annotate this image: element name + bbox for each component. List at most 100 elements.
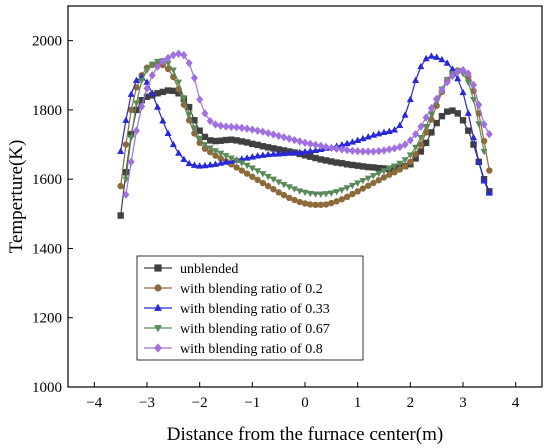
data-point <box>269 176 277 184</box>
legend-label: with blending ratio of 0.67 <box>180 322 330 337</box>
data-point <box>117 147 125 155</box>
data-point <box>243 170 251 177</box>
data-point <box>296 137 304 146</box>
series-2 <box>117 60 493 209</box>
data-point <box>317 201 324 209</box>
data-point <box>190 125 198 132</box>
data-point <box>438 85 446 94</box>
axis-layer: −4 −3 −2 −1 0 1 2 3 4 1000 1200 1400 1600 1800 2000 <box>32 34 520 411</box>
data-point <box>290 186 298 193</box>
data-point <box>354 146 362 156</box>
data-point <box>391 169 398 176</box>
data-point <box>217 137 224 144</box>
data-point <box>143 84 151 93</box>
data-point <box>207 137 214 144</box>
data-point <box>164 65 172 73</box>
data-point <box>322 142 330 152</box>
series-layer <box>117 49 493 219</box>
data-point <box>133 106 140 114</box>
data-point <box>433 119 440 127</box>
data-point <box>317 156 324 163</box>
y-tick-label: 1200 <box>32 311 62 327</box>
data-point <box>264 182 272 190</box>
data-point <box>385 165 393 173</box>
data-point <box>254 152 262 159</box>
data-point <box>264 144 272 151</box>
data-point <box>475 121 483 128</box>
data-point <box>422 54 430 62</box>
data-point <box>322 191 330 198</box>
data-point <box>291 196 298 204</box>
data-point <box>185 111 193 118</box>
x-tick-label: −4 <box>86 395 102 411</box>
data-point <box>228 136 235 143</box>
data-point <box>238 160 246 167</box>
data-point <box>201 141 209 149</box>
data-point <box>269 150 277 157</box>
legend-marker <box>154 264 162 272</box>
data-point <box>280 149 288 157</box>
data-point <box>333 198 340 205</box>
data-point <box>301 200 309 207</box>
data-point <box>307 153 314 160</box>
data-point <box>196 139 203 147</box>
data-point <box>412 155 419 162</box>
data-point <box>285 149 293 156</box>
data-point <box>217 155 224 162</box>
data-point <box>306 190 314 198</box>
data-point <box>270 186 277 193</box>
data-point <box>243 124 251 133</box>
data-point <box>454 110 461 117</box>
data-point <box>254 141 261 149</box>
data-point <box>348 182 356 190</box>
data-point <box>365 163 372 171</box>
data-point <box>201 145 209 152</box>
y-tick-label: 1600 <box>32 172 62 188</box>
data-point <box>269 130 277 139</box>
y-tick-label: 1800 <box>32 103 62 119</box>
data-point <box>222 153 230 160</box>
data-point <box>191 117 198 124</box>
data-point <box>322 201 330 208</box>
data-point <box>380 174 388 181</box>
data-point <box>296 148 304 156</box>
data-point <box>175 79 183 87</box>
data-point <box>317 141 325 151</box>
legend-marker <box>154 325 162 333</box>
data-point <box>170 73 177 81</box>
data-point <box>396 160 404 168</box>
legend-label: with blending ratio of 0.2 <box>180 282 323 297</box>
data-point <box>175 149 183 156</box>
data-point <box>164 60 172 67</box>
data-point <box>464 79 472 87</box>
data-point <box>443 59 451 66</box>
data-point <box>327 190 335 197</box>
data-point <box>259 151 267 158</box>
data-point <box>233 123 241 132</box>
data-point <box>212 152 219 159</box>
data-point <box>401 140 409 149</box>
data-point <box>348 146 356 155</box>
data-point <box>259 179 267 187</box>
data-point <box>365 182 372 189</box>
x-tick-label: 1 <box>354 395 362 411</box>
data-point <box>301 152 309 159</box>
data-point <box>206 116 214 126</box>
data-point <box>312 201 319 209</box>
data-point <box>401 157 409 164</box>
data-point <box>243 154 251 161</box>
data-point <box>338 187 346 194</box>
data-point <box>285 134 293 143</box>
legend-label: unblended <box>180 262 238 277</box>
data-point <box>349 190 356 198</box>
data-point <box>359 185 367 192</box>
data-point <box>396 166 403 173</box>
data-point <box>275 150 283 157</box>
data-point <box>248 165 256 172</box>
data-point <box>333 144 341 153</box>
data-point <box>485 189 493 196</box>
data-point <box>222 158 230 165</box>
data-point <box>143 67 151 74</box>
data-point <box>480 177 488 184</box>
